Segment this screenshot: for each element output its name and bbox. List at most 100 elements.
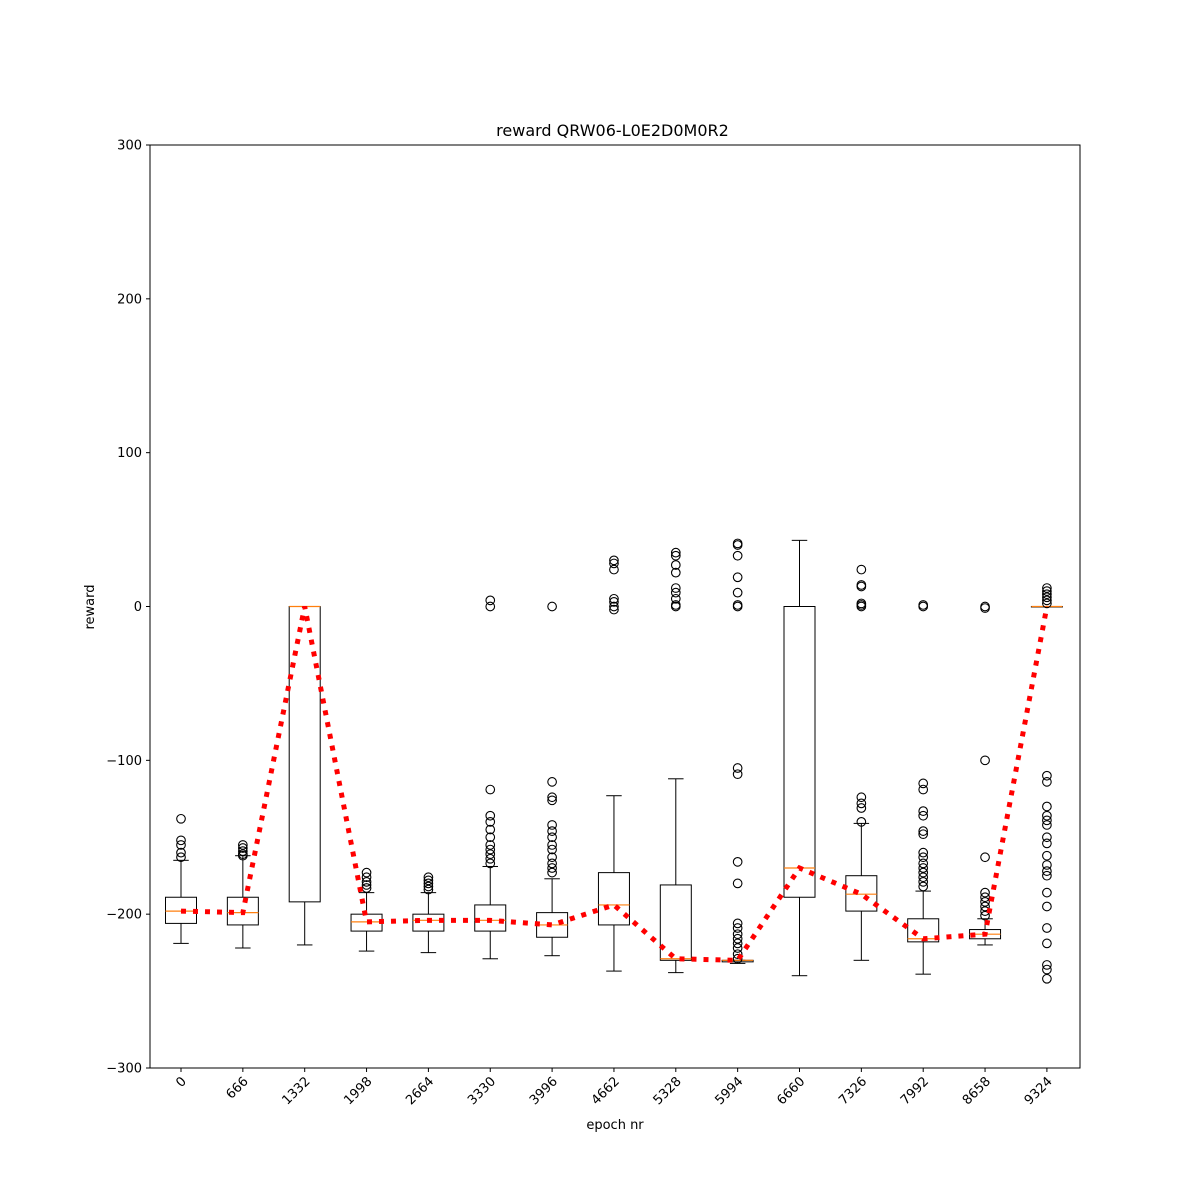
outlier-point xyxy=(918,867,929,878)
outlier-point xyxy=(980,892,990,903)
outlier-point xyxy=(547,840,557,850)
box-group xyxy=(659,547,692,974)
outlier-point xyxy=(547,863,557,873)
outlier-point xyxy=(918,810,929,821)
y-tick-label: −300 xyxy=(106,1062,142,1077)
outlier-point xyxy=(238,850,248,861)
outlier-point xyxy=(918,863,929,873)
outlier-point xyxy=(547,601,557,612)
outlier-point xyxy=(485,832,496,843)
y-tick-label: 200 xyxy=(117,292,142,307)
outlier-point xyxy=(856,803,867,813)
outlier-point xyxy=(1042,887,1052,898)
outlier-point xyxy=(547,777,557,787)
outlier-point xyxy=(609,604,619,615)
box-iqr xyxy=(474,904,507,932)
outlier-point xyxy=(609,597,619,607)
outlier-point xyxy=(918,778,929,789)
box-group xyxy=(721,538,754,964)
outlier-point xyxy=(1042,810,1052,821)
outlier-point xyxy=(423,875,434,886)
outlier-point xyxy=(918,600,929,610)
outlier-point xyxy=(918,829,929,840)
outlier-point xyxy=(918,881,929,892)
y-tick-label: −200 xyxy=(106,908,142,923)
outlier-point xyxy=(1042,801,1052,812)
outlier-point xyxy=(918,826,929,836)
outlier-point xyxy=(918,872,929,883)
outlier-point xyxy=(361,872,372,883)
outlier-point xyxy=(1042,838,1052,849)
outlier-point xyxy=(238,846,248,856)
outlier-point xyxy=(361,880,372,890)
box-iqr xyxy=(907,918,940,943)
outlier-point xyxy=(732,769,743,780)
outlier-point xyxy=(423,878,434,889)
outlier-point xyxy=(176,847,186,858)
outlier-point xyxy=(609,558,619,569)
box-iqr xyxy=(226,896,259,926)
outlier-point xyxy=(1042,595,1052,606)
outlier-point xyxy=(980,897,990,907)
outlier-point xyxy=(609,593,619,604)
outlier-point xyxy=(423,881,434,892)
y-axis-label: reward xyxy=(83,584,98,629)
plot-area-frame xyxy=(149,144,1081,1069)
outlier-point xyxy=(670,560,681,570)
outlier-point xyxy=(732,878,743,889)
y-tick-label: −100 xyxy=(106,754,142,769)
box-group xyxy=(783,539,816,977)
outlier-point xyxy=(670,593,681,604)
mean-line xyxy=(180,606,1050,963)
outlier-point xyxy=(670,547,681,558)
outlier-point xyxy=(732,923,743,933)
y-tick-label: 0 xyxy=(134,600,142,615)
outlier-point xyxy=(732,572,743,583)
outlier-point xyxy=(485,817,496,827)
outlier-point xyxy=(732,601,743,612)
outlier-point xyxy=(732,587,743,598)
outlier-point xyxy=(1042,973,1052,984)
outlier-point xyxy=(918,852,929,863)
outlier-point xyxy=(1042,598,1052,609)
outlier-point xyxy=(1042,820,1052,830)
outlier-point xyxy=(980,887,990,898)
outlier-point xyxy=(485,849,496,860)
box-group xyxy=(845,564,878,961)
outlier-point xyxy=(732,918,743,929)
outlier-point xyxy=(670,550,681,561)
box-iqr xyxy=(659,884,692,961)
outlier-point xyxy=(1042,592,1052,603)
outlier-point xyxy=(670,583,681,593)
y-tick-label: 100 xyxy=(117,446,142,461)
outlier-point xyxy=(1042,860,1052,870)
outlier-point xyxy=(918,847,929,858)
outlier-point xyxy=(1042,589,1052,600)
outlier-point xyxy=(485,853,496,864)
outlier-point xyxy=(1042,866,1052,876)
outlier-point xyxy=(670,587,681,598)
outlier-point xyxy=(485,810,496,821)
outlier-point xyxy=(732,929,743,940)
outlier-point xyxy=(609,564,619,575)
outlier-point xyxy=(856,817,867,827)
outlier-point xyxy=(176,852,186,863)
outlier-point xyxy=(1042,901,1052,912)
outlier-point xyxy=(547,820,557,830)
outlier-point xyxy=(980,603,990,613)
outlier-point xyxy=(485,840,496,850)
outlier-point xyxy=(547,792,557,803)
x-axis-label: epoch nr xyxy=(586,1118,644,1133)
outlier-point xyxy=(1042,586,1052,596)
outlier-point xyxy=(732,857,743,867)
outlier-point xyxy=(980,910,990,921)
outlier-point xyxy=(547,795,557,806)
outlier-point xyxy=(1042,870,1052,881)
outlier-point xyxy=(176,840,186,850)
outlier-point xyxy=(732,943,743,953)
box-iqr xyxy=(783,606,816,898)
outlier-point xyxy=(423,884,434,895)
outlier-point xyxy=(176,813,186,824)
outlier-point xyxy=(732,953,743,964)
